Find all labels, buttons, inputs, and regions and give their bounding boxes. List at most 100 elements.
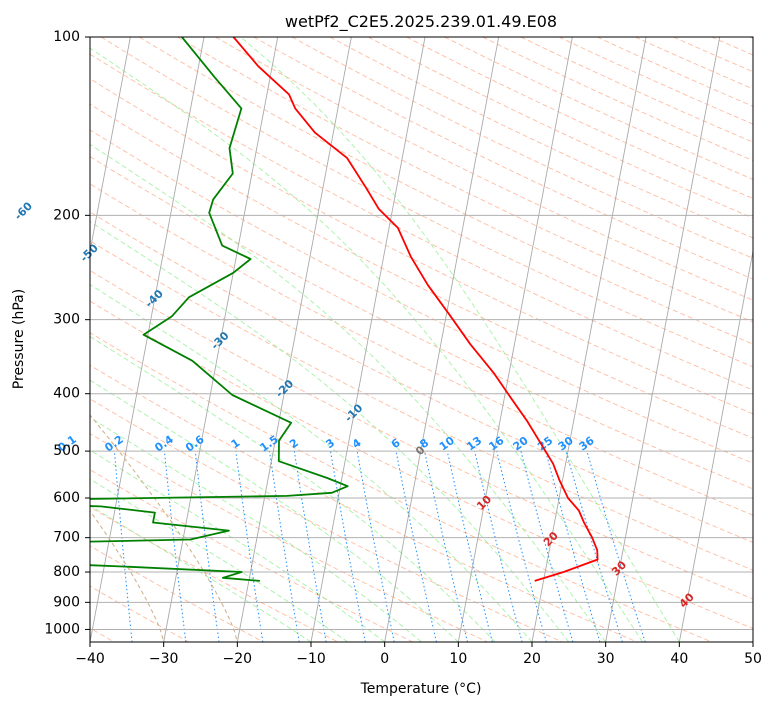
dry-adiabat bbox=[90, 183, 753, 516]
mixing-ratio-line bbox=[520, 450, 574, 642]
chart-title: wetPf2_C2E5.2025.239.01.49.E08 bbox=[285, 12, 557, 32]
pressure-gridlines bbox=[90, 37, 753, 630]
mixing-ratio-line bbox=[446, 450, 493, 642]
sounding-profiles bbox=[90, 37, 599, 582]
dry-adiabat bbox=[90, 156, 753, 490]
x-tick-label: −10 bbox=[296, 651, 326, 667]
dry-adiabat bbox=[90, 129, 753, 464]
y-tick-label: 1000 bbox=[44, 621, 80, 637]
mixing-ratio-label: 2 bbox=[287, 436, 301, 451]
x-tick-label: 10 bbox=[449, 651, 467, 667]
dry-adiabat bbox=[90, 240, 753, 571]
dry-adiabat bbox=[90, 506, 339, 642]
isotherm-line bbox=[605, 37, 721, 642]
mixing-ratio-label: 10 bbox=[437, 434, 457, 454]
dry-adiabat bbox=[520, 37, 753, 143]
x-tick-label: 50 bbox=[744, 651, 762, 667]
mixing-ratio-line bbox=[194, 451, 220, 642]
isotherm-label: -20 bbox=[273, 377, 296, 400]
isotherm-label: 20 bbox=[541, 529, 561, 549]
dry-adiabat bbox=[90, 433, 488, 642]
mixing-ratio-line bbox=[565, 450, 623, 642]
x-tick-label: −40 bbox=[75, 651, 105, 667]
moist-adiabat bbox=[90, 478, 349, 642]
mixing-ratio-label: 1 bbox=[229, 436, 243, 451]
y-tick-label: 800 bbox=[53, 564, 80, 580]
dry-adiabat bbox=[90, 364, 638, 642]
ice-saturation-curve bbox=[90, 414, 238, 642]
moist-adiabat bbox=[90, 336, 496, 642]
x-tick-label: 0 bbox=[380, 651, 389, 667]
isotherm-line bbox=[310, 37, 426, 642]
isotherm-line bbox=[752, 639, 753, 642]
dry-adiabat bbox=[90, 469, 414, 642]
y-tick-label: 700 bbox=[53, 530, 80, 546]
isotherm-label: -60 bbox=[12, 199, 35, 222]
isotherm-line bbox=[236, 37, 352, 642]
dry-adiabat bbox=[367, 37, 753, 219]
mixing-ratio-line bbox=[235, 451, 264, 642]
mixing-ratio-line bbox=[113, 451, 133, 642]
x-axis-label: Temperature (°C) bbox=[360, 681, 482, 697]
isotherm-line bbox=[384, 37, 500, 642]
isotherm-line bbox=[90, 37, 205, 642]
moist-adiabat bbox=[90, 143, 607, 642]
dry-adiabat bbox=[291, 37, 753, 259]
isotherm-label: 40 bbox=[677, 590, 697, 610]
moist-adiabat bbox=[90, 379, 459, 642]
dry-adiabat bbox=[90, 103, 753, 439]
moist-adiabat bbox=[90, 283, 533, 642]
dry-adiabat bbox=[635, 37, 753, 90]
dry-adiabat bbox=[596, 37, 753, 107]
dry-adiabat bbox=[90, 585, 190, 642]
dry-adiabat bbox=[444, 37, 753, 180]
moist-adiabat bbox=[90, 449, 385, 642]
y-tick-label: 300 bbox=[53, 312, 80, 328]
mixing-ratio-label: 16 bbox=[486, 434, 506, 454]
mixing-ratio-line bbox=[395, 451, 437, 642]
mixing-ratio-line bbox=[356, 451, 395, 642]
moist-adiabat bbox=[90, 221, 570, 642]
y-tick-label: 900 bbox=[53, 594, 80, 610]
isotherm-line bbox=[457, 37, 573, 642]
dry-adiabat bbox=[749, 37, 753, 39]
isotherm-label: -30 bbox=[208, 329, 231, 352]
mixing-ratio-line bbox=[545, 450, 601, 642]
plot-frame bbox=[89, 36, 754, 643]
dry-adiabat bbox=[100, 37, 753, 368]
dry-adiabat bbox=[139, 37, 753, 345]
mixing-ratio-line bbox=[496, 450, 547, 642]
dry-adiabat bbox=[711, 37, 753, 56]
moist-adiabat bbox=[90, 416, 422, 642]
isotherm-line bbox=[90, 37, 131, 254]
isotherm-label: -50 bbox=[78, 241, 101, 264]
dry-adiabat bbox=[90, 300, 753, 629]
y-tick-label: 200 bbox=[53, 207, 80, 223]
mixing-ratio-line bbox=[474, 450, 523, 642]
sounding-line bbox=[90, 37, 349, 582]
moist-adiabat bbox=[90, 47, 643, 642]
x-tick-label: 20 bbox=[523, 651, 541, 667]
dry-adiabat bbox=[673, 37, 753, 73]
isotherm-label: -10 bbox=[342, 401, 365, 424]
mixing-ratio-line bbox=[68, 451, 82, 642]
y-tick-label: 400 bbox=[53, 386, 80, 402]
background-grid-lines bbox=[0, 37, 753, 642]
dry-adiabat bbox=[90, 78, 753, 415]
mixing-ratio-line bbox=[163, 451, 187, 642]
mixing-ratio-line bbox=[269, 451, 300, 642]
dry-adiabat bbox=[215, 37, 753, 301]
isotherm-line bbox=[678, 248, 753, 642]
isotherm-line bbox=[531, 37, 647, 642]
isotherm-line bbox=[0, 37, 57, 642]
dry-adiabat bbox=[90, 398, 563, 642]
mixing-ratio-label: 6 bbox=[389, 436, 403, 451]
moist-adiabat bbox=[240, 37, 680, 642]
mixing-ratio-label: 20 bbox=[511, 434, 531, 454]
isotherm-label: 10 bbox=[474, 492, 494, 512]
isotherm-label: -40 bbox=[143, 287, 166, 310]
y-tick-label: 500 bbox=[53, 443, 80, 459]
x-axis-ticks: −40 −30 −20 −10 0 10 20 30 40 50 bbox=[75, 642, 762, 667]
